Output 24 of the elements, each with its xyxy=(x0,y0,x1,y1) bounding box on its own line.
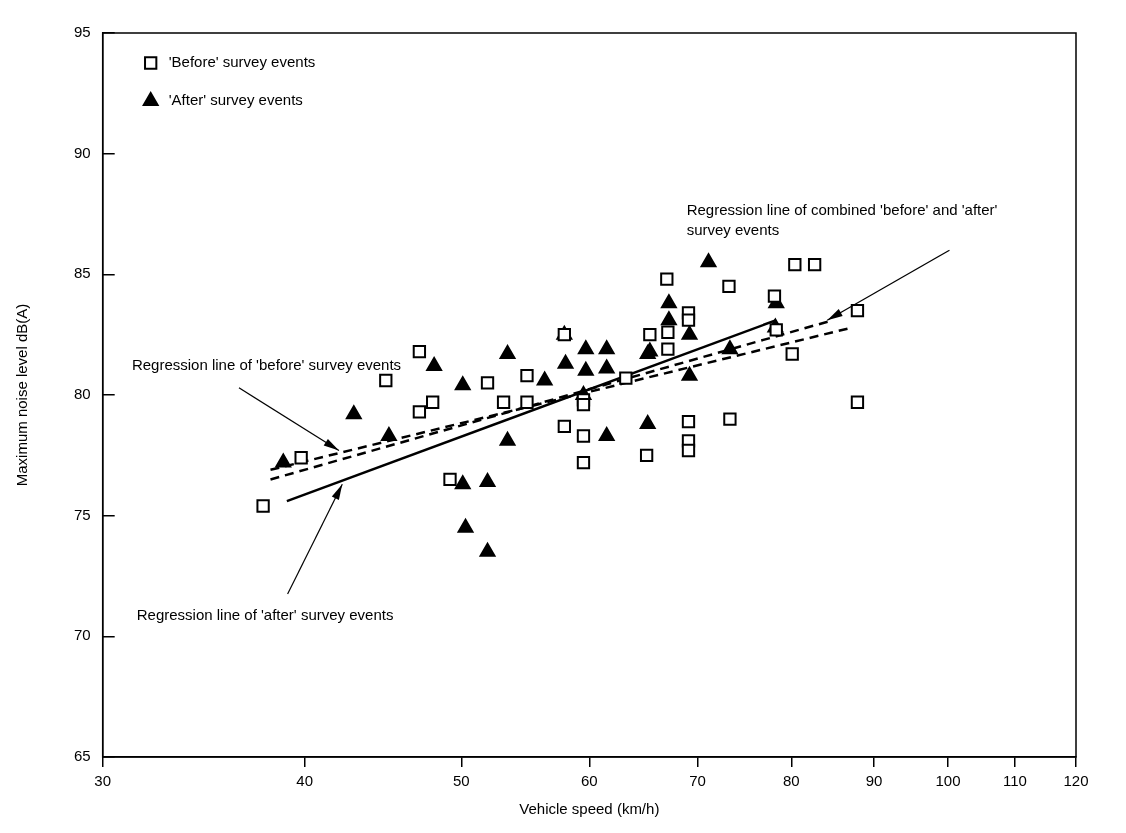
x-tick-label: 40 xyxy=(296,772,314,790)
y-tick-label: 80 xyxy=(74,385,91,403)
y-tick-label: 75 xyxy=(74,505,91,523)
x-tick-label: 100 xyxy=(935,772,961,790)
y-tick-label: 85 xyxy=(74,264,91,282)
x-tick-label: 50 xyxy=(452,772,470,790)
x-tick-label: 70 xyxy=(689,772,706,790)
y-axis-title: Maximum noise level dB(A) xyxy=(13,303,31,487)
x-tick-label: 90 xyxy=(865,772,883,790)
y-tick-label: 65 xyxy=(74,747,91,765)
annotation: Regression line of combined 'before' and 'after' survey events xyxy=(686,200,998,238)
legend-label: 'Before' survey events xyxy=(168,53,316,71)
annotation: Regression line of 'after' survey events xyxy=(136,605,394,623)
y-tick-label: 70 xyxy=(74,626,91,644)
x-tick-label: 30 xyxy=(94,772,112,790)
x-tick-label: 110 xyxy=(1002,772,1027,790)
x-tick-label: 80 xyxy=(782,772,800,790)
y-tick-label: 95 xyxy=(74,23,91,41)
annotation: Regression line of 'before' survey events xyxy=(131,356,402,374)
x-tick-label: 120 xyxy=(1063,772,1089,790)
x-axis-title: Vehicle speed (km/h) xyxy=(519,800,660,818)
legend-label: 'After' survey events xyxy=(168,91,303,109)
y-tick-label: 90 xyxy=(74,143,91,161)
x-tick-label: 60 xyxy=(581,772,598,790)
